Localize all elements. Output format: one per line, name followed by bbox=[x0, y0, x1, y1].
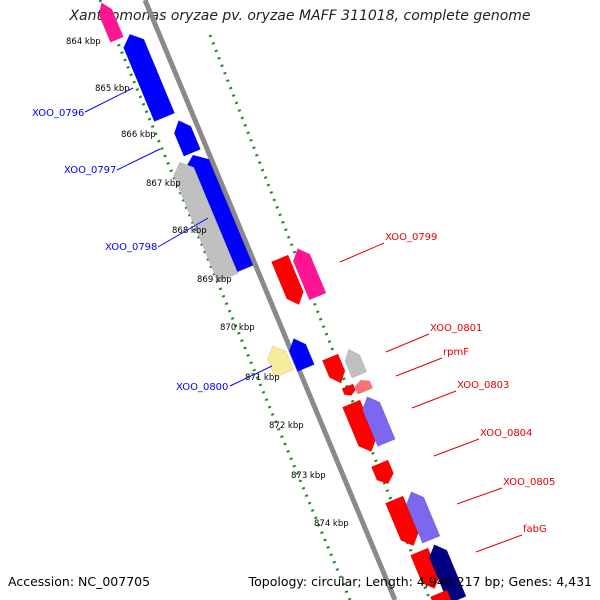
gene-label-right: XOO_0803 bbox=[457, 380, 509, 391]
gene-arrow bbox=[288, 338, 315, 372]
gene-arrow bbox=[354, 379, 373, 395]
leader-line bbox=[433, 438, 480, 457]
gene-label-right: XOO_0801 bbox=[430, 323, 482, 334]
gene-label-left: XOO_0798 bbox=[105, 242, 157, 253]
leader-line bbox=[84, 87, 134, 113]
kbp-tick-label: 873 kbp bbox=[291, 471, 326, 481]
gene-arrow bbox=[173, 161, 239, 283]
kbp-tick-label: 872 kbp bbox=[269, 421, 304, 431]
gene-arrow bbox=[98, 2, 124, 43]
gene-arrow bbox=[429, 544, 467, 600]
kbp-tick-label: 874 kbp bbox=[314, 519, 349, 529]
gene-label-right: XOO_0805 bbox=[503, 477, 555, 488]
leader-line bbox=[395, 357, 443, 377]
leader-line bbox=[456, 487, 503, 505]
gene-label-left: XOO_0800 bbox=[176, 382, 228, 393]
kbp-tick-label: 865 kbp bbox=[95, 84, 130, 94]
map-title: Xanthomonas oryzae pv. oryzae MAFF 31101… bbox=[69, 8, 531, 24]
gene-arrow bbox=[123, 33, 175, 122]
kbp-ticks: 864 kbp 865 kbp 866 kbp 867 kbp 868 kbp 869 k… bbox=[66, 37, 349, 529]
genome-backbone bbox=[142, 0, 398, 600]
accession-text: Accession: NC_007705 bbox=[8, 574, 151, 589]
dot-track-1 bbox=[98, 0, 352, 600]
leader-line bbox=[229, 365, 273, 387]
gene-label-right: rpmF bbox=[443, 347, 469, 358]
leader-line bbox=[475, 534, 523, 553]
topology-text: Topology: circular; Length: 4,940,217 bp… bbox=[248, 574, 592, 589]
leader-line bbox=[339, 242, 385, 263]
gene-arrow bbox=[371, 459, 394, 485]
gene-label-left: XOO_0796 bbox=[32, 108, 84, 119]
gene-arrow bbox=[406, 491, 441, 544]
gene-label-right: XOO_0799 bbox=[385, 232, 437, 243]
gene-features bbox=[98, 2, 467, 600]
gene-arrow bbox=[267, 345, 294, 378]
gene-arrow bbox=[341, 383, 356, 396]
kbp-tick-label: 866 kbp bbox=[121, 130, 156, 140]
gene-arrow bbox=[271, 254, 304, 305]
gene-label-right: fabG bbox=[523, 524, 547, 535]
gene-arrow bbox=[292, 248, 327, 301]
kbp-tick-label: 870 kbp bbox=[220, 323, 255, 333]
gene-arrow bbox=[173, 120, 201, 157]
gene-labels: XOO_0796 XOO_0797 XOO_0798 XOO_0800 XOO_0799… bbox=[32, 87, 555, 553]
kbp-tick-label: 867 kbp bbox=[146, 179, 181, 189]
gene-arrow bbox=[344, 348, 368, 379]
gene-label-left: XOO_0797 bbox=[64, 165, 116, 176]
kbp-tick-label: 871 kbp bbox=[245, 373, 280, 383]
leader-line bbox=[385, 333, 430, 353]
leader-line bbox=[411, 390, 457, 409]
gene-arrow bbox=[362, 396, 396, 447]
kbp-tick-label: 868 kbp bbox=[172, 226, 207, 236]
gene-label-right: XOO_0804 bbox=[480, 428, 532, 439]
leader-line bbox=[116, 148, 161, 171]
kbp-tick-label: 864 kbp bbox=[66, 37, 101, 47]
kbp-tick-label: 869 kbp bbox=[197, 275, 232, 285]
gene-arrow bbox=[321, 353, 346, 384]
leader-line bbox=[157, 217, 209, 248]
